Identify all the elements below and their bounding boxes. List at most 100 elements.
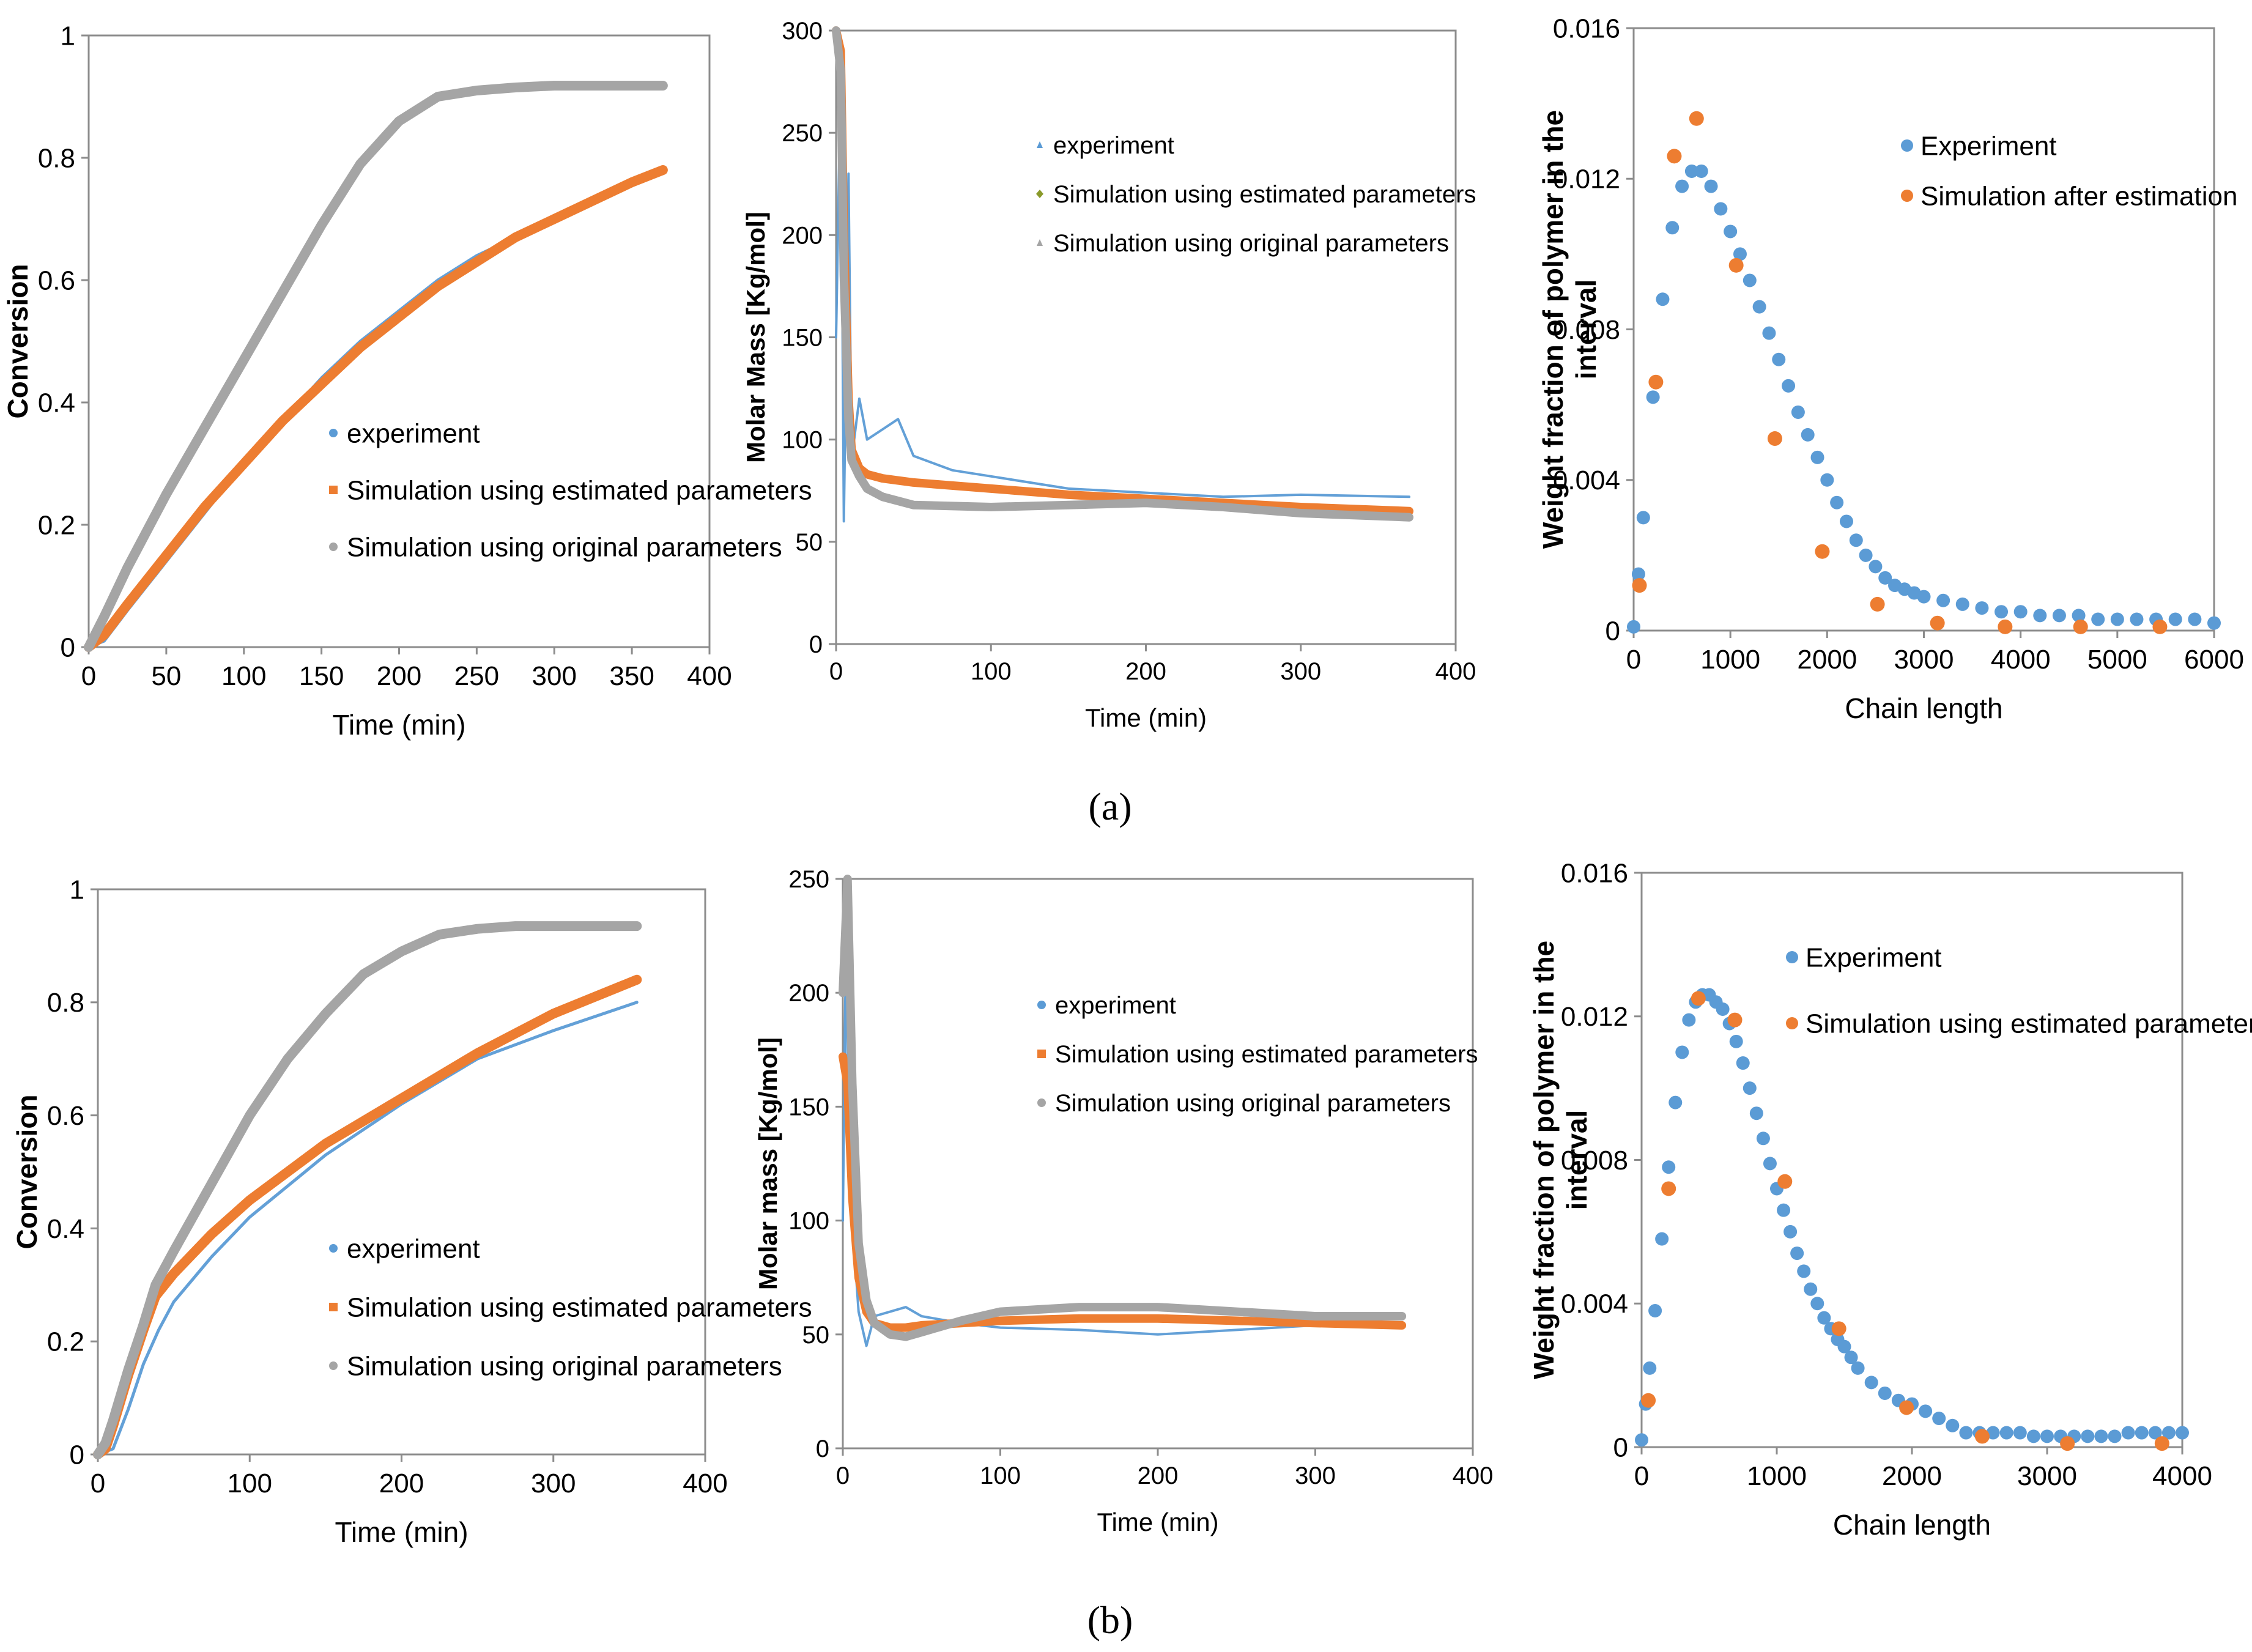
data-point bbox=[1782, 379, 1796, 393]
series-simulation-using-original-parameters bbox=[832, 26, 1413, 522]
x-tick-label: 4000 bbox=[2152, 1461, 2212, 1491]
data-point bbox=[2094, 1429, 2108, 1443]
chart-b3-weight-fraction: 0 1000 2000 3000 4000 0 0.004 0.008 0.012 0.016 Ch… bbox=[1528, 858, 2252, 1541]
y-tick-label: 0 bbox=[809, 631, 823, 658]
data-point bbox=[1762, 326, 1776, 340]
data-point bbox=[1749, 1106, 1763, 1120]
y-axis-label: Molar Mass [Kg/mol] bbox=[741, 212, 770, 463]
data-point bbox=[2121, 1426, 2135, 1440]
data-point bbox=[2207, 616, 2221, 630]
data-point bbox=[2168, 612, 2182, 626]
data-point bbox=[1878, 1386, 1892, 1400]
data-point bbox=[1790, 1246, 1804, 1261]
x-tick-label: 0 bbox=[81, 661, 96, 691]
legend-marker bbox=[1037, 1050, 1046, 1058]
y-tick-label: 300 bbox=[782, 18, 823, 45]
series-simulation-using-original-parameters bbox=[84, 81, 668, 652]
y-tick-label: 200 bbox=[782, 222, 823, 249]
data-point bbox=[1844, 1350, 1858, 1365]
data-point bbox=[1767, 431, 1782, 446]
y-axis-label: Conversion bbox=[2, 264, 34, 418]
y-tick-label: 0.6 bbox=[47, 1101, 84, 1131]
data-point bbox=[1743, 273, 1757, 287]
legend: Experiment Simulation using estimated par… bbox=[1786, 943, 2252, 1039]
data-point bbox=[1643, 1361, 1657, 1375]
series-line bbox=[87, 168, 665, 649]
x-tick-label: 350 bbox=[609, 661, 654, 691]
x-tick-label: 400 bbox=[1435, 658, 1476, 685]
data-point bbox=[2176, 1426, 2189, 1440]
x-tick-label: 150 bbox=[299, 661, 344, 691]
chart-a1-conversion: 0 50 100 150 200 250 300 350 400 0 0.2 0.4 0.6 0.8 1 Ti… bbox=[2, 21, 812, 741]
x-tick-label: 100 bbox=[971, 658, 1012, 685]
data-point bbox=[1763, 1157, 1777, 1171]
data-point bbox=[1849, 533, 1863, 547]
y-tick-label: 0.016 bbox=[1553, 13, 1620, 43]
data-point bbox=[1636, 511, 1650, 525]
legend-label: Simulation using estimated parameters bbox=[1806, 1009, 2252, 1039]
y-tick-label: 250 bbox=[782, 120, 823, 147]
data-point bbox=[1675, 1045, 1689, 1059]
data-point bbox=[2013, 605, 2028, 619]
chart-a3-weight-fraction: 0 1000 2000 3000 4000 5000 6000 0 0.004 0.008 0.01… bbox=[1537, 13, 2244, 724]
legend-marker bbox=[1037, 1001, 1046, 1009]
x-tick-label: 2000 bbox=[1882, 1461, 1942, 1491]
x-tick-label: 200 bbox=[379, 1469, 424, 1498]
x-tick-label: 300 bbox=[531, 1469, 576, 1498]
data-point bbox=[1641, 1393, 1656, 1408]
y-tick-label: 0 bbox=[70, 1440, 84, 1470]
series-line bbox=[839, 875, 1407, 1341]
data-point bbox=[1733, 247, 1747, 261]
series-simulation-using-original-parameters bbox=[839, 875, 1407, 1341]
y-tick-label: 0.004 bbox=[1561, 1289, 1628, 1319]
x-tick-label: 200 bbox=[377, 661, 421, 691]
y-tick-label: 0.4 bbox=[38, 388, 75, 418]
y-axis-label: Molar mass [Kg/mol] bbox=[754, 1037, 782, 1290]
data-point bbox=[1917, 590, 1931, 604]
data-point bbox=[1684, 164, 1698, 178]
chart-b1-conversion: 0 100 200 300 400 0 0.2 0.4 0.6 0.8 1 Time (min) Con… bbox=[11, 875, 812, 1548]
series-simulation-using-estimated-parameters bbox=[93, 974, 642, 1459]
data-point bbox=[1631, 567, 1645, 581]
y-tick-label: 0.8 bbox=[38, 143, 75, 173]
data-point bbox=[1704, 179, 1718, 193]
plot-area bbox=[1632, 27, 2215, 632]
data-point bbox=[1791, 405, 1805, 419]
data-point bbox=[1667, 149, 1682, 164]
x-tick-label: 1000 bbox=[1747, 1461, 1807, 1491]
x-tick-label: 0 bbox=[91, 1469, 105, 1498]
y-tick-label: 1 bbox=[70, 875, 84, 905]
x-tick-label: 6000 bbox=[2184, 645, 2244, 675]
data-point bbox=[1797, 1264, 1811, 1278]
y-tick-label: 50 bbox=[802, 1322, 830, 1349]
y-axis-label: interval bbox=[1561, 1110, 1593, 1210]
x-axis-label: Time (min) bbox=[1097, 1508, 1218, 1536]
x-tick-label: 300 bbox=[532, 661, 577, 691]
y-tick-label: 100 bbox=[782, 427, 823, 454]
data-point bbox=[1864, 1376, 1878, 1390]
data-point bbox=[2091, 612, 2105, 626]
x-axis-label: Time (min) bbox=[332, 709, 465, 741]
legend-label: experiment bbox=[347, 418, 480, 448]
legend: experiment Simulation using estimated par… bbox=[1037, 992, 1478, 1117]
x-tick-label: 100 bbox=[228, 1469, 272, 1498]
data-point bbox=[1999, 1426, 2013, 1440]
plot-area bbox=[835, 29, 1457, 645]
data-point bbox=[1869, 560, 1883, 574]
series-simulation-using-original-parameters bbox=[93, 921, 642, 1459]
legend-label: Simulation using original parameters bbox=[347, 1351, 782, 1381]
data-point bbox=[1675, 179, 1689, 193]
y-tick-label: 0.2 bbox=[38, 510, 75, 540]
legend-marker bbox=[1901, 190, 1913, 202]
series-line bbox=[96, 1001, 639, 1456]
y-tick-label: 0.008 bbox=[1561, 1146, 1628, 1176]
data-point bbox=[1955, 597, 1969, 611]
data-point bbox=[2161, 1426, 2176, 1440]
y-tick-label: 0 bbox=[1606, 616, 1620, 646]
data-point bbox=[1810, 1297, 1824, 1311]
y-axis-label: Conversion bbox=[11, 1094, 43, 1249]
x-axis-label: Chain length bbox=[1845, 692, 2002, 724]
data-point bbox=[1756, 1132, 1770, 1146]
y-tick-label: 250 bbox=[788, 866, 829, 893]
data-point bbox=[1837, 1339, 1851, 1354]
